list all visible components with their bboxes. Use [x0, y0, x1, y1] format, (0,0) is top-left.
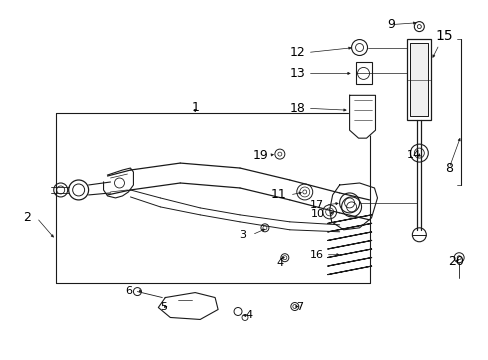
Text: 8: 8 [444, 162, 452, 175]
Text: 1: 1 [191, 101, 199, 114]
Polygon shape [349, 95, 375, 138]
Text: 13: 13 [289, 67, 305, 80]
Text: 16: 16 [309, 250, 323, 260]
Text: 6: 6 [125, 285, 132, 296]
Polygon shape [158, 293, 218, 319]
Text: 2: 2 [23, 211, 31, 224]
Text: 11: 11 [270, 188, 286, 202]
Circle shape [453, 253, 463, 263]
Text: 5: 5 [160, 302, 166, 311]
Text: 4: 4 [276, 258, 283, 268]
Circle shape [274, 149, 285, 159]
Text: 7: 7 [296, 302, 303, 311]
Bar [409, 42, 427, 116]
Text: 9: 9 [386, 18, 395, 31]
Text: 4: 4 [245, 310, 252, 320]
Text: 12: 12 [289, 46, 305, 59]
Text: 15: 15 [434, 28, 452, 42]
Text: 3: 3 [239, 230, 246, 240]
Text: 17: 17 [309, 200, 323, 210]
Bar [355, 62, 371, 84]
Text: 19: 19 [253, 149, 268, 162]
Text: 14: 14 [407, 150, 421, 160]
Text: 20: 20 [447, 255, 463, 268]
Text: 10: 10 [310, 209, 324, 219]
Circle shape [296, 184, 312, 200]
Text: 18: 18 [289, 102, 305, 115]
Bar [407, 39, 430, 120]
Circle shape [413, 22, 424, 32]
